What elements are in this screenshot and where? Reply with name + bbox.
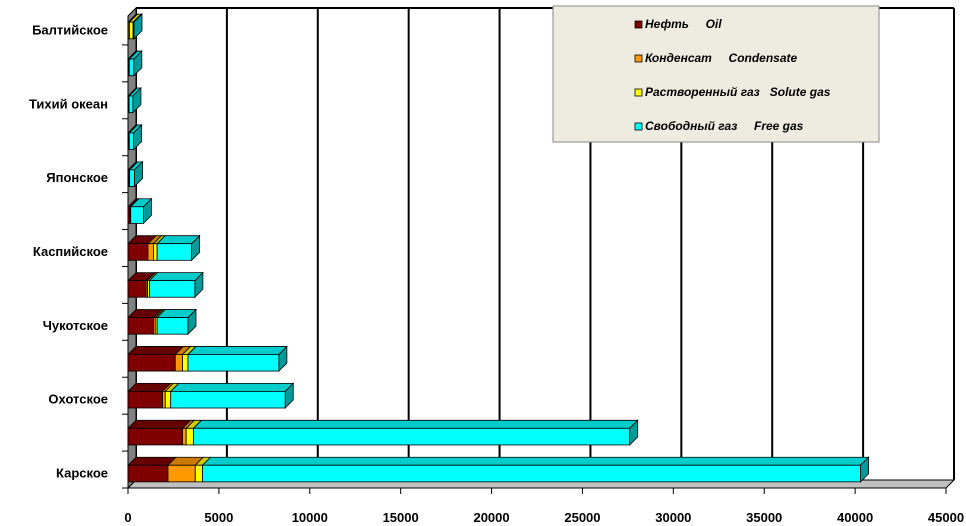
x-tick-label: 5000 <box>204 510 233 525</box>
legend-swatch <box>634 54 643 63</box>
bar-segment <box>187 346 288 372</box>
bar-end-face <box>284 382 294 409</box>
bar-segment <box>167 456 205 483</box>
x-tick-label: 40000 <box>837 510 873 525</box>
bar-segment <box>156 309 197 335</box>
bar-end-face <box>133 13 143 40</box>
category-label: Тихий океан <box>29 96 108 111</box>
bar-end-face <box>629 419 639 446</box>
legend-label: Конденсат Condensate <box>645 51 798 65</box>
bar-end-face <box>143 197 152 225</box>
bar-segment <box>201 456 870 483</box>
bar-segment <box>192 419 639 446</box>
x-tick-label: 25000 <box>564 510 600 525</box>
bar-segment <box>127 456 177 483</box>
legend-swatch <box>634 20 643 29</box>
bar-end-face <box>860 456 869 483</box>
x-tick-label: 20000 <box>473 510 509 525</box>
legend-swatch <box>634 88 643 97</box>
x-tick-label: 30000 <box>655 510 691 525</box>
category-label: Чукотское <box>43 318 108 333</box>
bar-end-face <box>134 160 143 188</box>
bar-end-face <box>133 123 143 151</box>
bar-segment <box>127 346 185 372</box>
bars <box>127 13 870 483</box>
legend-box <box>552 5 880 143</box>
legend-label: Нефть Oil <box>645 17 722 31</box>
bar-end-face <box>187 308 197 336</box>
legend: Нефть Oil Конденсат Condensate Растворенны… <box>552 5 880 143</box>
category-label: Карское <box>56 466 108 481</box>
bar-segment <box>169 382 295 409</box>
x-tick-label: 0 <box>124 510 131 525</box>
bar-end-face <box>191 234 201 262</box>
legend-label: Свободный газ Free gas <box>645 119 804 133</box>
category-label: Японское <box>46 170 108 185</box>
bar-segment <box>148 272 204 298</box>
x-tick-label: 15000 <box>383 510 419 525</box>
bar-segment <box>127 309 163 335</box>
x-tick-label: 35000 <box>746 510 782 525</box>
bar-end-face <box>133 50 143 77</box>
bar-end-face <box>278 345 288 373</box>
legend-label: Растворенный газ Solute gas <box>645 85 831 99</box>
category-label: Балтийское <box>32 22 108 37</box>
x-tick-label: 10000 <box>292 510 328 525</box>
category-label: Каспийское <box>33 244 108 259</box>
x-tick-label: 45000 <box>928 510 964 525</box>
legend-swatch <box>634 122 643 131</box>
category-label: Охотское <box>48 392 108 407</box>
bar-segment <box>127 419 192 446</box>
bar-end-face <box>194 271 204 299</box>
bar-end-face <box>132 87 142 114</box>
axes: Карское Охотское Чукотское Каспийское Японск… <box>29 22 964 525</box>
